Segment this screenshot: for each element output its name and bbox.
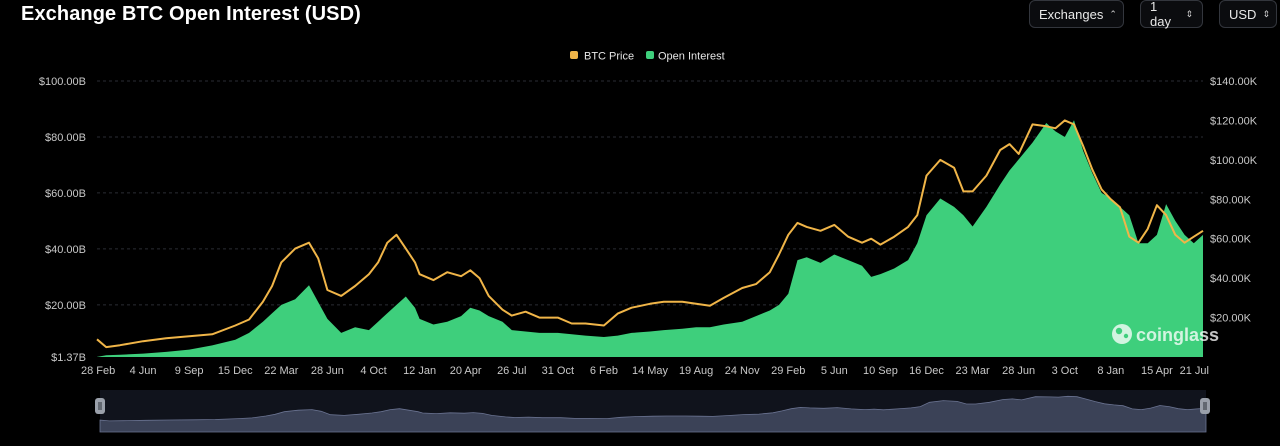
x-axis-tick-label: 15 Apr xyxy=(1141,365,1173,377)
legend-label-open-interest[interactable]: Open Interest xyxy=(658,51,725,63)
right-axis-tick-label: $140.00K xyxy=(1210,76,1258,88)
x-axis-tick-label: 5 Jun xyxy=(821,365,848,377)
navigator-handle-left[interactable] xyxy=(95,398,105,414)
left-axis-tick-label: $60.00B xyxy=(45,188,86,200)
legend-swatch-btc-price xyxy=(570,51,578,59)
x-axis-tick-label: 19 Aug xyxy=(679,365,713,377)
right-axis-tick-label: $80.00K xyxy=(1210,194,1252,206)
navigator-handle-right[interactable] xyxy=(1200,398,1210,414)
x-axis-tick-label: 20 Apr xyxy=(450,365,482,377)
x-axis-tick-label: 3 Oct xyxy=(1052,365,1078,377)
x-axis-tick-label: 6 Feb xyxy=(590,365,618,377)
x-axis-tick-label: 4 Jun xyxy=(130,365,157,377)
watermark-text: coinglass xyxy=(1136,325,1219,345)
x-axis-tick-label: 24 Nov xyxy=(725,365,760,377)
interval-select[interactable]: 1 day ⇕ xyxy=(1140,0,1203,29)
legend-swatch-open-interest xyxy=(646,51,654,59)
x-axis-tick-label: 23 Mar xyxy=(955,365,990,377)
x-axis-tick-label: 16 Dec xyxy=(909,365,944,377)
x-axis-tick-label: 28 Jun xyxy=(1002,365,1035,377)
btc-price-line xyxy=(96,119,1204,349)
x-axis: 28 Feb 4 Jun 9 Sep 15 Dec 22 Mar 28 Jun 4 Oct 1… xyxy=(81,365,1209,377)
gridlines xyxy=(97,80,1203,306)
x-axis-tick-label: 8 Jan xyxy=(1097,365,1124,377)
currency-select[interactable]: USD ⇕ xyxy=(1219,0,1277,28)
currency-select-label: USD xyxy=(1229,6,1257,22)
x-axis-tick-label: 15 Dec xyxy=(218,365,253,377)
x-axis-tick-label: 14 May xyxy=(632,365,669,377)
right-axis-tick-label: $20.00K xyxy=(1210,313,1252,325)
left-axis-tick-label: $20.00B xyxy=(45,300,86,312)
page-title: Exchange BTC Open Interest (USD) xyxy=(21,3,361,25)
exchanges-select-label: Exchanges xyxy=(1039,6,1104,22)
x-axis-tick-label: 9 Sep xyxy=(175,365,204,377)
x-axis-tick-label: 22 Mar xyxy=(264,365,299,377)
x-axis-tick-label: 10 Sep xyxy=(863,365,898,377)
x-axis-tick-label: 31 Oct xyxy=(542,365,574,377)
left-axis-tick-label: $80.00B xyxy=(45,132,86,144)
x-axis-tick-label: 21 Jul xyxy=(1180,365,1209,377)
legend[interactable]: BTC Price Open Interest xyxy=(570,51,725,63)
navigator-area xyxy=(99,395,1207,433)
right-axis-tick-label: $100.00K xyxy=(1210,155,1258,167)
legend-label-btc-price[interactable]: BTC Price xyxy=(584,51,634,63)
right-axis-tick-label: $60.00K xyxy=(1210,234,1252,246)
chevron-updown-icon: ⇕ xyxy=(1262,8,1270,19)
x-axis-tick-label: 28 Jun xyxy=(311,365,344,377)
chevron-updown-icon: ⇕ xyxy=(1185,8,1193,19)
x-axis-tick-label: 12 Jan xyxy=(403,365,436,377)
x-axis-tick-label: 26 Jul xyxy=(497,365,526,377)
left-axis-tick-label: $40.00B xyxy=(45,244,86,256)
x-axis-tick-label: 4 Oct xyxy=(360,365,386,377)
open-interest-area xyxy=(97,120,1203,357)
right-axis: $20.00K $40.00K $60.00K $80.00K $100.00K $120… xyxy=(1210,76,1258,325)
coinglass-logo-icon xyxy=(1112,324,1132,344)
navigator[interactable] xyxy=(95,390,1210,433)
interval-select-label: 1 day xyxy=(1150,0,1171,29)
right-axis-tick-label: $40.00K xyxy=(1210,273,1252,285)
exchanges-select[interactable]: Exchanges ⌃ xyxy=(1029,0,1124,28)
watermark: coinglass xyxy=(1112,324,1219,345)
left-axis: $1.37B $20.00B $40.00B $60.00B $80.00B $100.0… xyxy=(39,76,86,364)
x-axis-tick-label: 29 Feb xyxy=(771,365,805,377)
left-axis-tick-label: $100.00B xyxy=(39,76,86,88)
left-axis-tick-label: $1.37B xyxy=(51,352,86,364)
right-axis-tick-label: $120.00K xyxy=(1210,115,1258,127)
chevron-updown-icon: ⌃ xyxy=(1109,8,1117,19)
x-axis-tick-label: 28 Feb xyxy=(81,365,115,377)
